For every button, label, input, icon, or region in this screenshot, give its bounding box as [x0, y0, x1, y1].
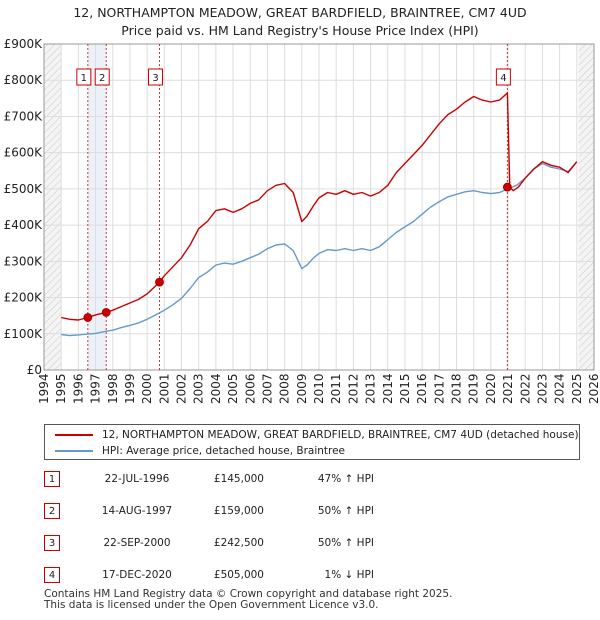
x-tick-label: 2018	[450, 373, 464, 404]
transaction-hpi-diff: 47% ↑ HPI	[317, 473, 374, 485]
x-tick-label: 1997	[89, 373, 103, 404]
property-series-line	[61, 92, 578, 321]
legend-swatch-blue	[55, 450, 93, 452]
sale-point-2	[101, 308, 111, 317]
sale-point-4	[502, 182, 512, 192]
x-tick-label: 2002	[175, 373, 189, 404]
chart-title: 12, NORTHAMPTON MEADOW, GREAT BARDFIELD,…	[0, 4, 600, 40]
table-row: 4 17-DEC-2020 £505,000 1% ↓ HPI	[44, 567, 564, 585]
transaction-price: £505,000	[213, 569, 264, 581]
transaction-number: 4	[44, 567, 60, 583]
x-tick-label: 2010	[312, 373, 326, 404]
shaded-region	[87, 44, 107, 370]
x-tick-label: 2011	[329, 373, 343, 404]
legend: 12, NORTHAMPTON MEADOW, GREAT BARDFIELD,…	[44, 424, 580, 460]
transaction-price: £145,000	[213, 473, 264, 485]
legend-swatch-red	[55, 434, 93, 436]
x-tick-label: 1995	[54, 373, 68, 404]
plot-frame	[43, 43, 595, 371]
x-tick-label: 2025	[570, 373, 584, 404]
x-tick-label: 2006	[243, 373, 257, 404]
footer-licence: This data is licensed under the Open Gov…	[44, 599, 379, 611]
transaction-price: £242,500	[213, 537, 264, 549]
x-tick-label: 1999	[123, 373, 137, 404]
transaction-date: 22-JUL-1996	[104, 473, 170, 485]
x-tick-label: 2004	[209, 373, 223, 404]
marker-label-1: 1	[81, 73, 87, 84]
x-tick-label: 2022	[518, 373, 532, 404]
x-tick-label: 1998	[106, 373, 120, 404]
transaction-date: 14-AUG-1997	[101, 505, 173, 517]
marker-box-2	[94, 68, 110, 86]
transaction-number: 3	[44, 535, 60, 551]
hpi-series-line	[61, 161, 578, 337]
x-tick-label: 2016	[415, 373, 429, 404]
y-tick-label: £900K	[4, 37, 44, 51]
legend-item-hpi: HPI: Average price, detached house, Brai…	[55, 443, 345, 459]
x-tick-label: 2021	[501, 373, 515, 404]
y-tick-label: £0	[27, 363, 42, 377]
transaction-hpi-diff: 50% ↑ HPI	[317, 537, 374, 549]
x-tick-label: 2003	[192, 373, 206, 404]
x-tick-label: 2012	[346, 373, 360, 404]
sale-point-1	[83, 313, 93, 322]
x-tick-label: 2020	[484, 373, 498, 404]
x-tick-label: 2001	[157, 373, 171, 404]
footer: Contains HM Land Registry data © Crown c…	[44, 589, 452, 611]
marker-label-4: 4	[500, 73, 506, 84]
y-tick-label: £800K	[4, 73, 44, 87]
marker-box-3	[148, 68, 163, 86]
transaction-date: 22-SEP-2000	[103, 537, 171, 549]
legend-label-hpi: HPI: Average price, detached house, Brai…	[102, 445, 346, 457]
x-tick-label: 1996	[71, 373, 85, 404]
transaction-number: 2	[44, 503, 60, 519]
x-tick-label: 2014	[381, 373, 395, 404]
y-tick-label: £700K	[4, 109, 44, 123]
legend-label-property: 12, NORTHAMPTON MEADOW, GREAT BARDFIELD,…	[102, 429, 579, 441]
chart-title-line2: Price paid vs. HM Land Registry's House …	[121, 23, 479, 38]
y-tick-label: £100K	[4, 327, 44, 341]
y-tick-label: £500K	[4, 182, 44, 196]
x-tick-label: 2008	[278, 373, 292, 404]
x-tick-label: 2026	[587, 373, 600, 404]
x-tick-label: 2019	[467, 373, 481, 404]
x-tick-label: 2017	[432, 373, 446, 404]
x-tick-label: 2009	[295, 373, 309, 404]
marker-label-2: 2	[99, 73, 105, 84]
marker-box-4	[495, 68, 511, 86]
footer-copyright: Contains HM Land Registry data © Crown c…	[44, 588, 453, 600]
x-tick-label: 2005	[226, 373, 240, 404]
price-chart: £0 £100K £200K £300K £400K £500K £600K £700K £80…	[4, 37, 600, 404]
y-tick-label: £400K	[4, 218, 44, 232]
transaction-date: 17-DEC-2020	[102, 569, 172, 581]
marker-box-1	[76, 68, 92, 86]
x-tick-label: 2015	[398, 373, 412, 404]
x-tick-label: 2013	[364, 373, 378, 404]
x-tick-label: 2024	[553, 373, 567, 404]
hatched-region	[578, 44, 594, 370]
transaction-number: 1	[44, 471, 60, 487]
x-tick-label: 2023	[535, 373, 549, 404]
y-tick-label: £200K	[4, 291, 44, 305]
table-row: 1 22-JUL-1996 £145,000 47% ↑ HPI	[44, 471, 564, 489]
marker-label-3: 3	[152, 73, 158, 84]
y-tick-label: £600K	[4, 146, 44, 160]
y-tick-label: £300K	[4, 254, 44, 268]
legend-item-property: 12, NORTHAMPTON MEADOW, GREAT BARDFIELD,…	[55, 427, 579, 443]
transaction-hpi-diff: 50% ↑ HPI	[317, 505, 374, 517]
transaction-price: £159,000	[213, 505, 264, 517]
x-tick-label: 1994	[37, 373, 51, 404]
transaction-hpi-diff: 1% ↓ HPI	[324, 569, 374, 581]
x-tick-label: 2000	[140, 373, 154, 404]
sale-point-3	[155, 277, 164, 287]
table-row: 3 22-SEP-2000 £242,500 50% ↑ HPI	[44, 535, 564, 553]
chart-title-line1: 12, NORTHAMPTON MEADOW, GREAT BARDFIELD,…	[73, 5, 527, 20]
table-row: 2 14-AUG-1997 £159,000 50% ↑ HPI	[44, 503, 564, 521]
x-tick-label: 2007	[260, 373, 274, 404]
hatched-region	[44, 44, 62, 370]
